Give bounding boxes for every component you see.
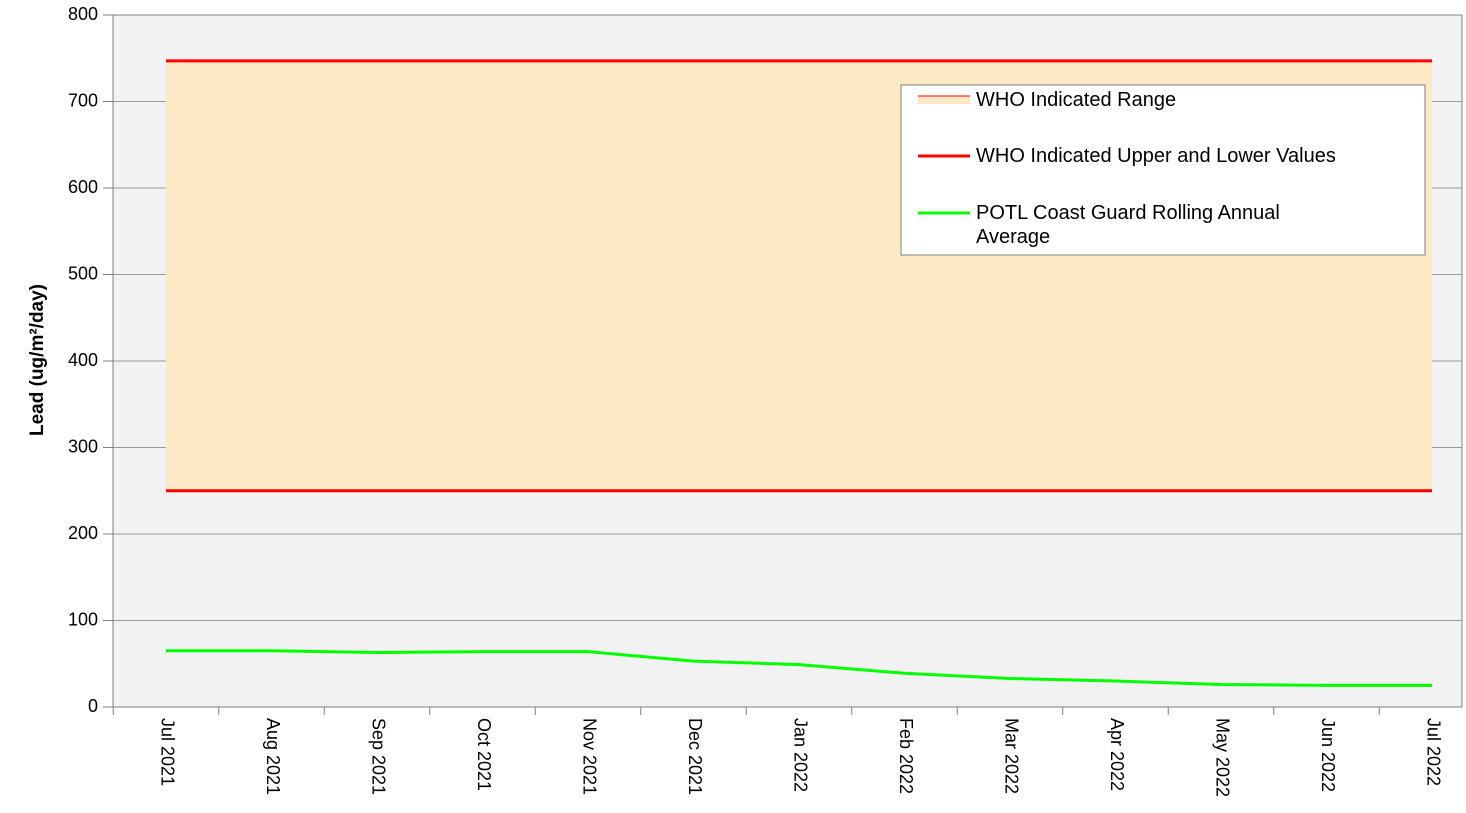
y-axis-label: Lead (ug/m²/day): [27, 284, 48, 436]
legend-swatch: [918, 96, 970, 104]
legend-entry: WHO Indicated Upper and Lower Values: [976, 145, 1336, 167]
x-tick-label: Mar 2022: [1001, 718, 1021, 794]
y-tick-label: 600: [68, 177, 98, 197]
y-tick-label: 100: [68, 609, 98, 629]
y-tick-label: 200: [68, 523, 98, 543]
y-tick-label: 300: [68, 436, 98, 456]
x-tick-label: Aug 2021: [263, 718, 283, 795]
x-tick-label: Jan 2022: [790, 718, 810, 792]
x-tick-label: Jul 2022: [1423, 718, 1443, 786]
legend-label: POTL Coast Guard Rolling Annual Average: [976, 202, 1280, 248]
legend-entry: WHO Indicated Range: [976, 89, 1177, 111]
y-tick-label: 400: [68, 350, 98, 370]
x-tick-label: Dec 2021: [685, 718, 705, 795]
x-tick-label: May 2022: [1212, 718, 1232, 797]
average-line: [166, 649, 1432, 687]
x-tick-label: Oct 2021: [474, 718, 494, 791]
x-tick-label: Jun 2022: [1318, 718, 1338, 792]
y-tick-label: 500: [68, 263, 98, 283]
x-tick-label: Feb 2022: [896, 718, 916, 794]
x-tick-label: Sep 2021: [368, 718, 388, 795]
legend-box: [900, 84, 1426, 256]
y-tick-label: 800: [68, 4, 98, 24]
legend-entry: POTL Coast Guard Rolling Annual Average: [976, 202, 1280, 248]
x-tick-label: Nov 2021: [579, 718, 599, 795]
y-tick-label: 700: [68, 90, 98, 110]
y-tick-label: 0: [88, 696, 98, 716]
legend-label: WHO Indicated Range: [976, 89, 1177, 111]
x-tick-label: Jul 2021: [157, 718, 177, 786]
x-tick-label: Apr 2022: [1107, 718, 1127, 791]
legend-label: WHO Indicated Upper and Lower Values: [976, 145, 1336, 167]
